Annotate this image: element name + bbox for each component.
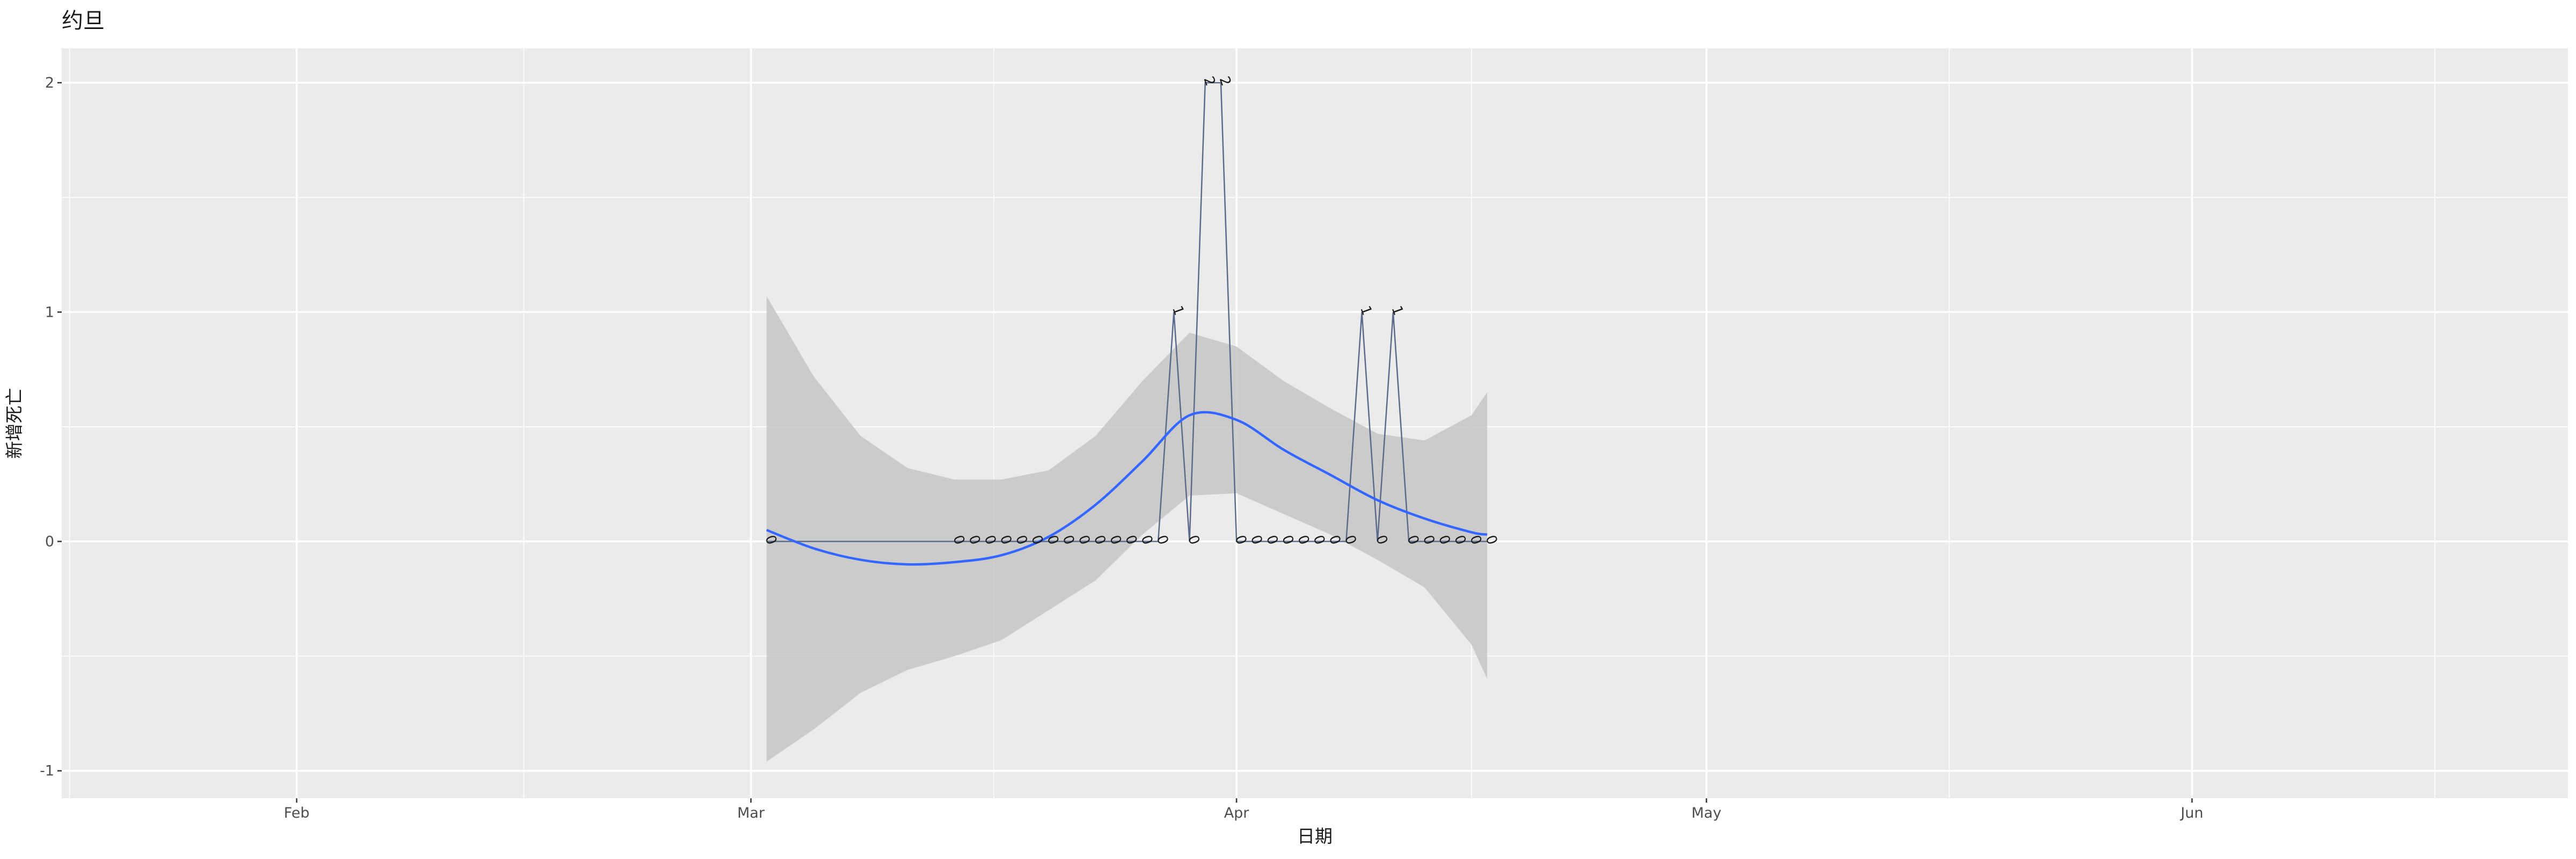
x-tick-label: Jun	[2179, 805, 2203, 821]
y-tick-label: -1	[40, 763, 54, 780]
x-tick-label: Apr	[1224, 805, 1250, 821]
x-tick-label: Feb	[284, 805, 310, 821]
x-axis-title: 日期	[1297, 826, 1333, 847]
x-tick-label: Mar	[737, 805, 765, 821]
y-tick-label: 0	[45, 534, 54, 550]
y-axis-title: 新增死亡	[4, 388, 25, 459]
confidence-ribbon	[766, 296, 1488, 762]
y-axis: -1 0 1 2	[40, 75, 62, 780]
series-line	[766, 82, 1488, 542]
x-tick-label: May	[1692, 805, 1722, 821]
chart-title: 约旦	[62, 9, 105, 33]
y-tick-label: 2	[45, 75, 54, 91]
smooth-line	[766, 411, 1488, 566]
x-axis: Feb Mar Apr May Jun	[284, 798, 2204, 821]
y-tick-label: 1	[45, 304, 54, 321]
